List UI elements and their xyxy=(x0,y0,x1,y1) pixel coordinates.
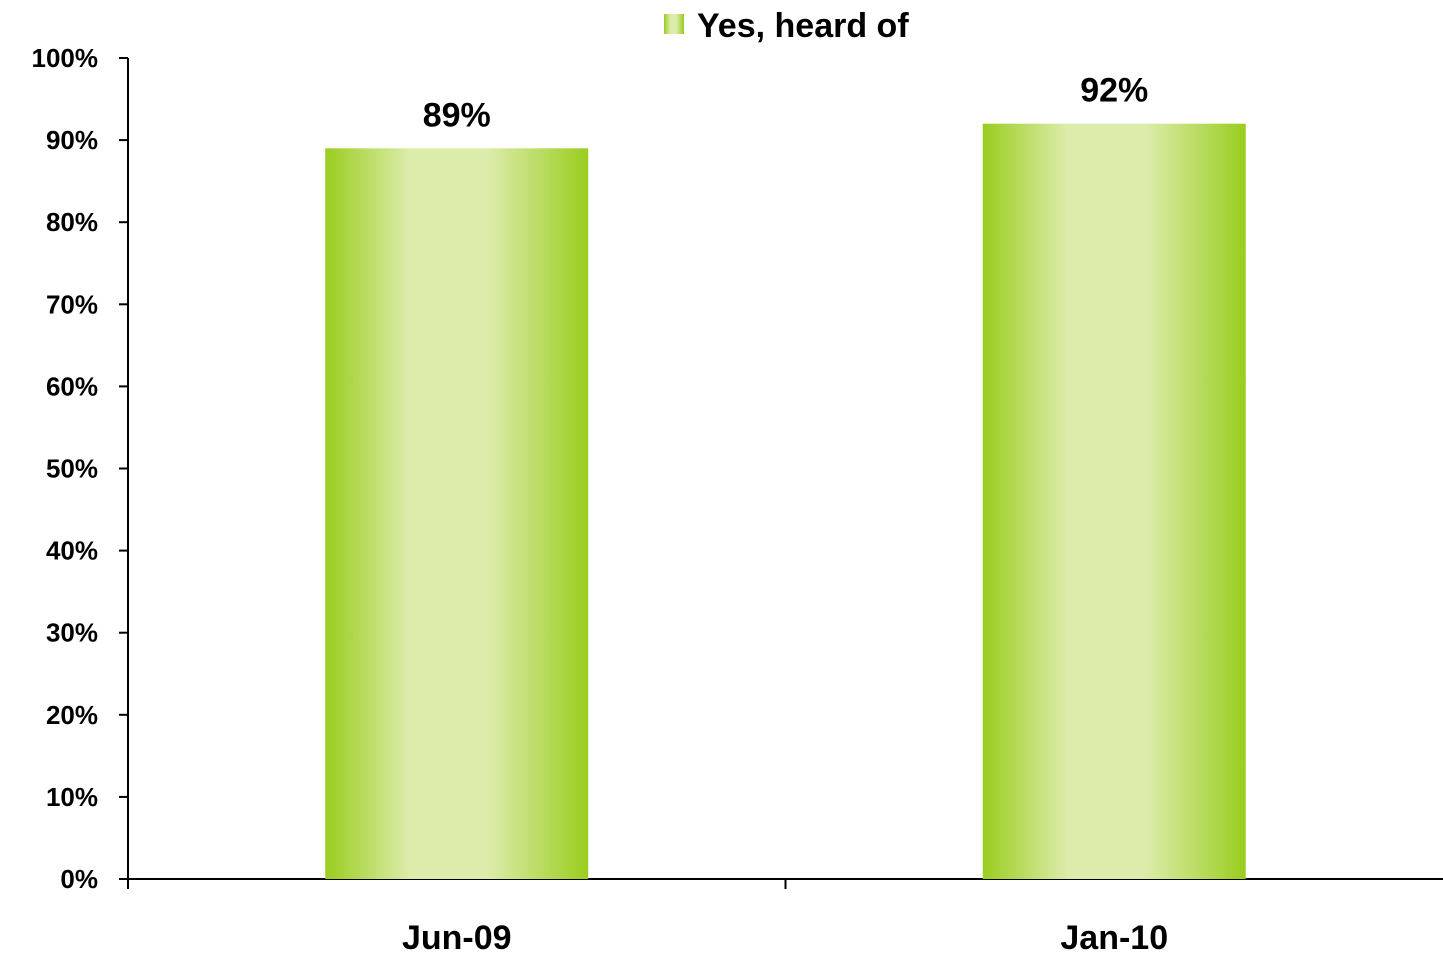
y-tick-label: 90% xyxy=(46,125,98,155)
y-tick-label: 30% xyxy=(46,618,98,648)
x-axis: Jun-09 Jan-10 xyxy=(127,878,1443,956)
bar-jan-10 xyxy=(982,123,1246,880)
bars xyxy=(325,123,1246,880)
legend: Yes, heard of xyxy=(664,7,909,45)
legend-swatch xyxy=(664,14,684,34)
x-tick-label: Jun-09 xyxy=(402,919,512,956)
y-tick-label: 70% xyxy=(46,289,98,319)
y-tick-label: 40% xyxy=(46,536,98,566)
y-tick-label: 100% xyxy=(32,43,99,73)
y-axis: 0% 10% 20% 30% 40% 50% 60% 70% 80% 90% 100% xyxy=(32,43,129,894)
data-label: 92% xyxy=(1080,72,1148,110)
y-tick-label: 50% xyxy=(46,454,98,484)
y-tick-label: 10% xyxy=(46,782,98,812)
x-tick-label: Jan-10 xyxy=(1060,919,1168,956)
y-tick-label: 0% xyxy=(60,864,98,894)
data-label: 89% xyxy=(423,96,491,134)
bar-jun-09 xyxy=(325,148,589,879)
data-labels: 89% 92% xyxy=(423,72,1149,135)
legend-label: Yes, heard of xyxy=(697,7,909,45)
y-tick-label: 80% xyxy=(46,207,98,237)
y-tick-label: 60% xyxy=(46,371,98,401)
y-tick-label: 20% xyxy=(46,700,98,730)
